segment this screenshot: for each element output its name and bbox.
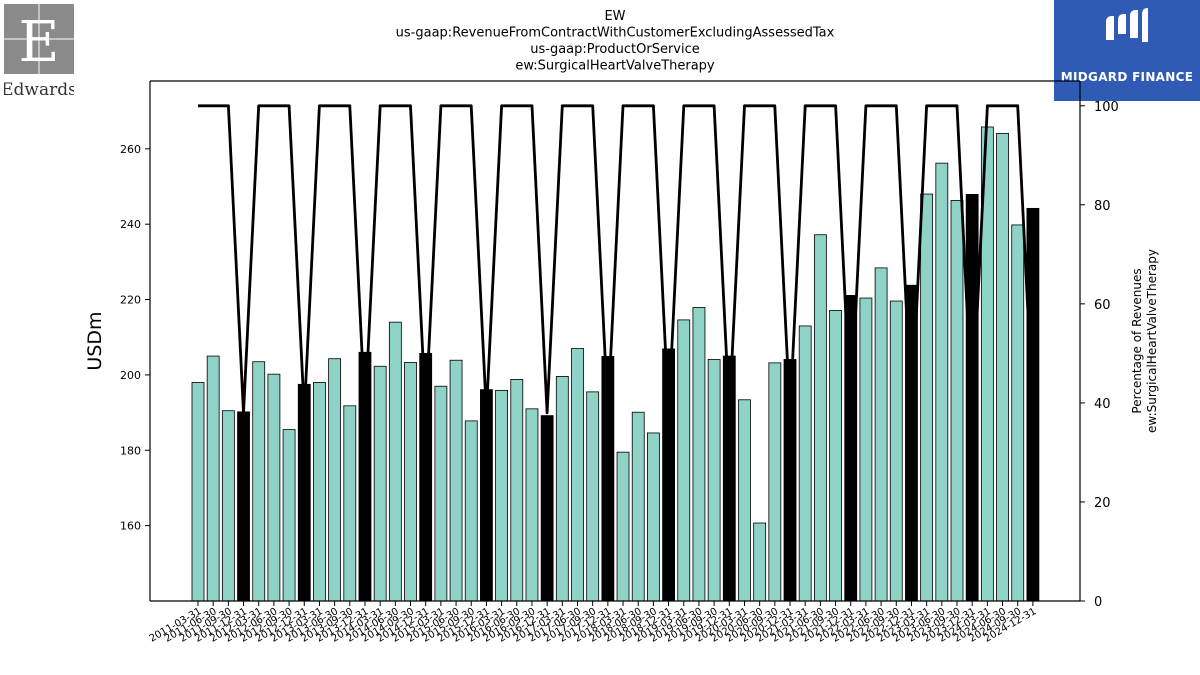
y-tick-label: 160 — [120, 520, 141, 533]
quarter-bar — [343, 405, 357, 602]
quarter-bar — [813, 234, 827, 602]
annual-bar — [540, 415, 554, 602]
quarter-bar — [889, 300, 903, 602]
quarter-bar — [313, 382, 326, 602]
quarter-bar — [647, 432, 660, 602]
y-tick-label: 200 — [120, 369, 141, 382]
annual-bar — [237, 411, 250, 602]
y-right-tick-label: 20 — [1094, 496, 1111, 511]
bar-series — [191, 126, 1040, 602]
quarter-bar — [631, 411, 645, 602]
quarter-bar — [388, 321, 402, 602]
midgard-finance-wordmark: MIDGARD FINANCE — [1060, 70, 1194, 84]
y-tick-label: 240 — [120, 218, 141, 231]
y-axis-title: USDm — [84, 311, 106, 370]
midgard-finance-logo: MIDGARD FINANCE — [1054, 0, 1200, 101]
y-right-tick-label: 40 — [1094, 397, 1111, 412]
percentage-line-series — [198, 104, 1035, 415]
quarter-bar — [920, 193, 934, 602]
quarter-bar — [950, 200, 964, 602]
quarter-bar — [206, 355, 220, 602]
quarter-bar — [267, 373, 281, 602]
percentage-line — [198, 104, 1035, 415]
axes: 1601802002202402600204060801002011-03-31… — [84, 80, 1159, 645]
chart-title-line: us-gaap:RevenueFromContractWithCustomerE… — [396, 26, 835, 41]
quarter-bar — [753, 522, 767, 602]
quarter-bar — [829, 310, 842, 602]
quarter-bar — [935, 162, 949, 602]
y-right-tick-label: 80 — [1094, 199, 1111, 214]
quarter-bar — [1011, 224, 1025, 602]
quarter-bar — [464, 420, 478, 602]
quarter-bar — [191, 382, 205, 602]
quarter-bar — [692, 307, 706, 602]
quarter-bar — [449, 359, 463, 602]
edwards-logo: E Edwards — [1, 4, 77, 100]
quarter-bar — [404, 362, 417, 602]
quarter-bar — [555, 376, 569, 602]
quarter-bar — [768, 362, 782, 602]
chart-title: EW us-gaap:RevenueFromContractWithCustome… — [396, 9, 835, 74]
y-right-axis-title: Percentage of Revenues — [1130, 268, 1144, 413]
quarter-bar — [859, 297, 873, 602]
quarter-bar — [616, 451, 630, 602]
quarter-bar — [252, 361, 266, 602]
y-right-tick-label: 60 — [1094, 298, 1111, 313]
annual-bar — [297, 383, 311, 602]
annual-bar — [480, 389, 493, 602]
svg-text:E: E — [19, 10, 60, 75]
y-tick-label: 220 — [120, 294, 141, 307]
quarter-bar — [571, 348, 584, 602]
quarter-bar — [510, 379, 524, 602]
quarter-bar — [434, 385, 448, 602]
y-right-tick-label: 0 — [1094, 595, 1102, 610]
quarter-bar — [874, 267, 888, 602]
quarter-bar — [373, 365, 387, 602]
quarter-bar — [282, 429, 296, 602]
edwards-wordmark: Edwards — [4, 80, 74, 99]
quarter-bar — [798, 325, 812, 602]
quarter-bar — [677, 319, 691, 602]
chart-title-line: us-gaap:ProductOrService — [530, 42, 700, 57]
quarter-bar — [586, 391, 600, 602]
quarter-bar — [221, 410, 235, 602]
quarter-bar — [996, 132, 1009, 602]
chart-title-line: EW — [604, 9, 625, 24]
quarter-bar — [328, 358, 342, 602]
y-right-axis-title: ew:SurgicalHeartValveTherapy — [1145, 249, 1159, 433]
y-tick-label: 260 — [120, 143, 141, 156]
y-tick-label: 180 — [120, 444, 141, 457]
quarter-bar — [707, 359, 721, 602]
quarter-bar — [738, 399, 751, 602]
chart-title-line: ew:SurgicalHeartValveTherapy — [515, 59, 715, 74]
quarter-bar — [525, 408, 539, 602]
quarter-bar — [495, 389, 509, 602]
y-right-tick-label: 100 — [1094, 100, 1119, 115]
